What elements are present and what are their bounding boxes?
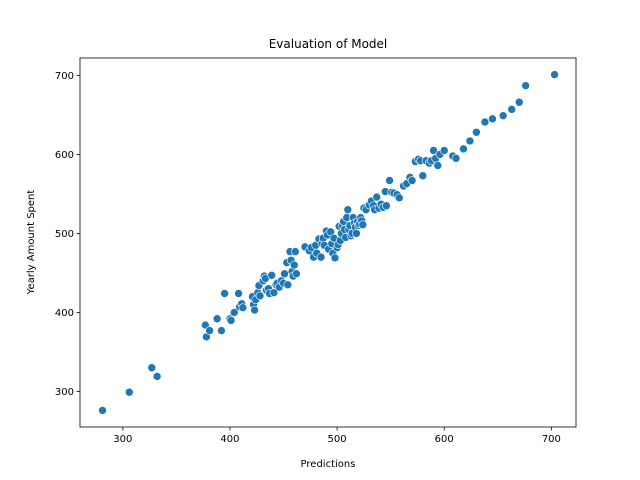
data-point — [407, 176, 417, 185]
data-point — [372, 192, 382, 202]
x-tick-label: 500 — [328, 434, 347, 445]
data-point — [451, 154, 461, 163]
data-point — [217, 326, 226, 335]
data-point — [212, 314, 222, 324]
data-point — [382, 201, 391, 211]
y-axis-label: Yearly Amount Spent — [26, 190, 37, 296]
data-point — [465, 136, 475, 146]
data-point — [472, 127, 481, 137]
x-tick-label: 300 — [113, 434, 132, 445]
data-point — [292, 269, 301, 279]
data-point — [521, 81, 530, 90]
data-point — [289, 260, 299, 270]
x-tick-label: 600 — [435, 434, 454, 445]
data-point — [250, 305, 259, 315]
y-tick-label: 700 — [55, 71, 74, 82]
x-axis-ticks: 300 400 500 600 700 — [113, 427, 561, 445]
data-point — [152, 372, 162, 381]
data-point — [550, 70, 559, 79]
data-point — [267, 270, 277, 280]
data-points — [98, 70, 559, 415]
data-point — [439, 146, 449, 155]
data-point — [316, 252, 326, 262]
plot-frame — [79, 57, 577, 428]
data-point — [147, 363, 157, 373]
data-point — [220, 289, 229, 298]
data-point — [255, 291, 265, 301]
data-point — [280, 269, 289, 279]
chart-title: Evaluation of Model — [269, 37, 388, 51]
data-point — [283, 280, 293, 290]
data-point — [459, 144, 468, 154]
data-point — [234, 289, 243, 298]
y-axis-ticks: 300 400 500 600 700 — [55, 71, 80, 398]
data-point — [229, 308, 239, 317]
data-point — [498, 111, 508, 120]
data-point — [507, 105, 517, 114]
y-tick-label: 300 — [55, 387, 74, 398]
data-point — [291, 247, 300, 256]
data-point — [433, 161, 443, 170]
data-point — [205, 326, 214, 335]
data-point — [98, 406, 107, 415]
y-tick-label: 400 — [55, 308, 74, 319]
data-point — [330, 253, 340, 263]
data-point — [418, 171, 428, 181]
data-point — [480, 117, 490, 127]
data-point — [488, 114, 497, 124]
x-axis-label: Predictions — [301, 459, 356, 470]
data-point — [394, 193, 404, 203]
data-point — [385, 176, 394, 185]
y-tick-label: 600 — [55, 150, 74, 161]
data-point — [514, 97, 524, 107]
data-point — [238, 303, 248, 312]
data-point — [226, 316, 236, 325]
data-point — [343, 205, 353, 215]
data-point — [358, 220, 368, 230]
x-tick-label: 700 — [542, 434, 561, 445]
x-tick-label: 400 — [220, 434, 239, 445]
y-tick-label: 500 — [55, 229, 74, 240]
data-point — [352, 229, 361, 238]
data-point — [429, 146, 438, 155]
data-point — [269, 288, 279, 297]
data-point — [124, 387, 134, 397]
